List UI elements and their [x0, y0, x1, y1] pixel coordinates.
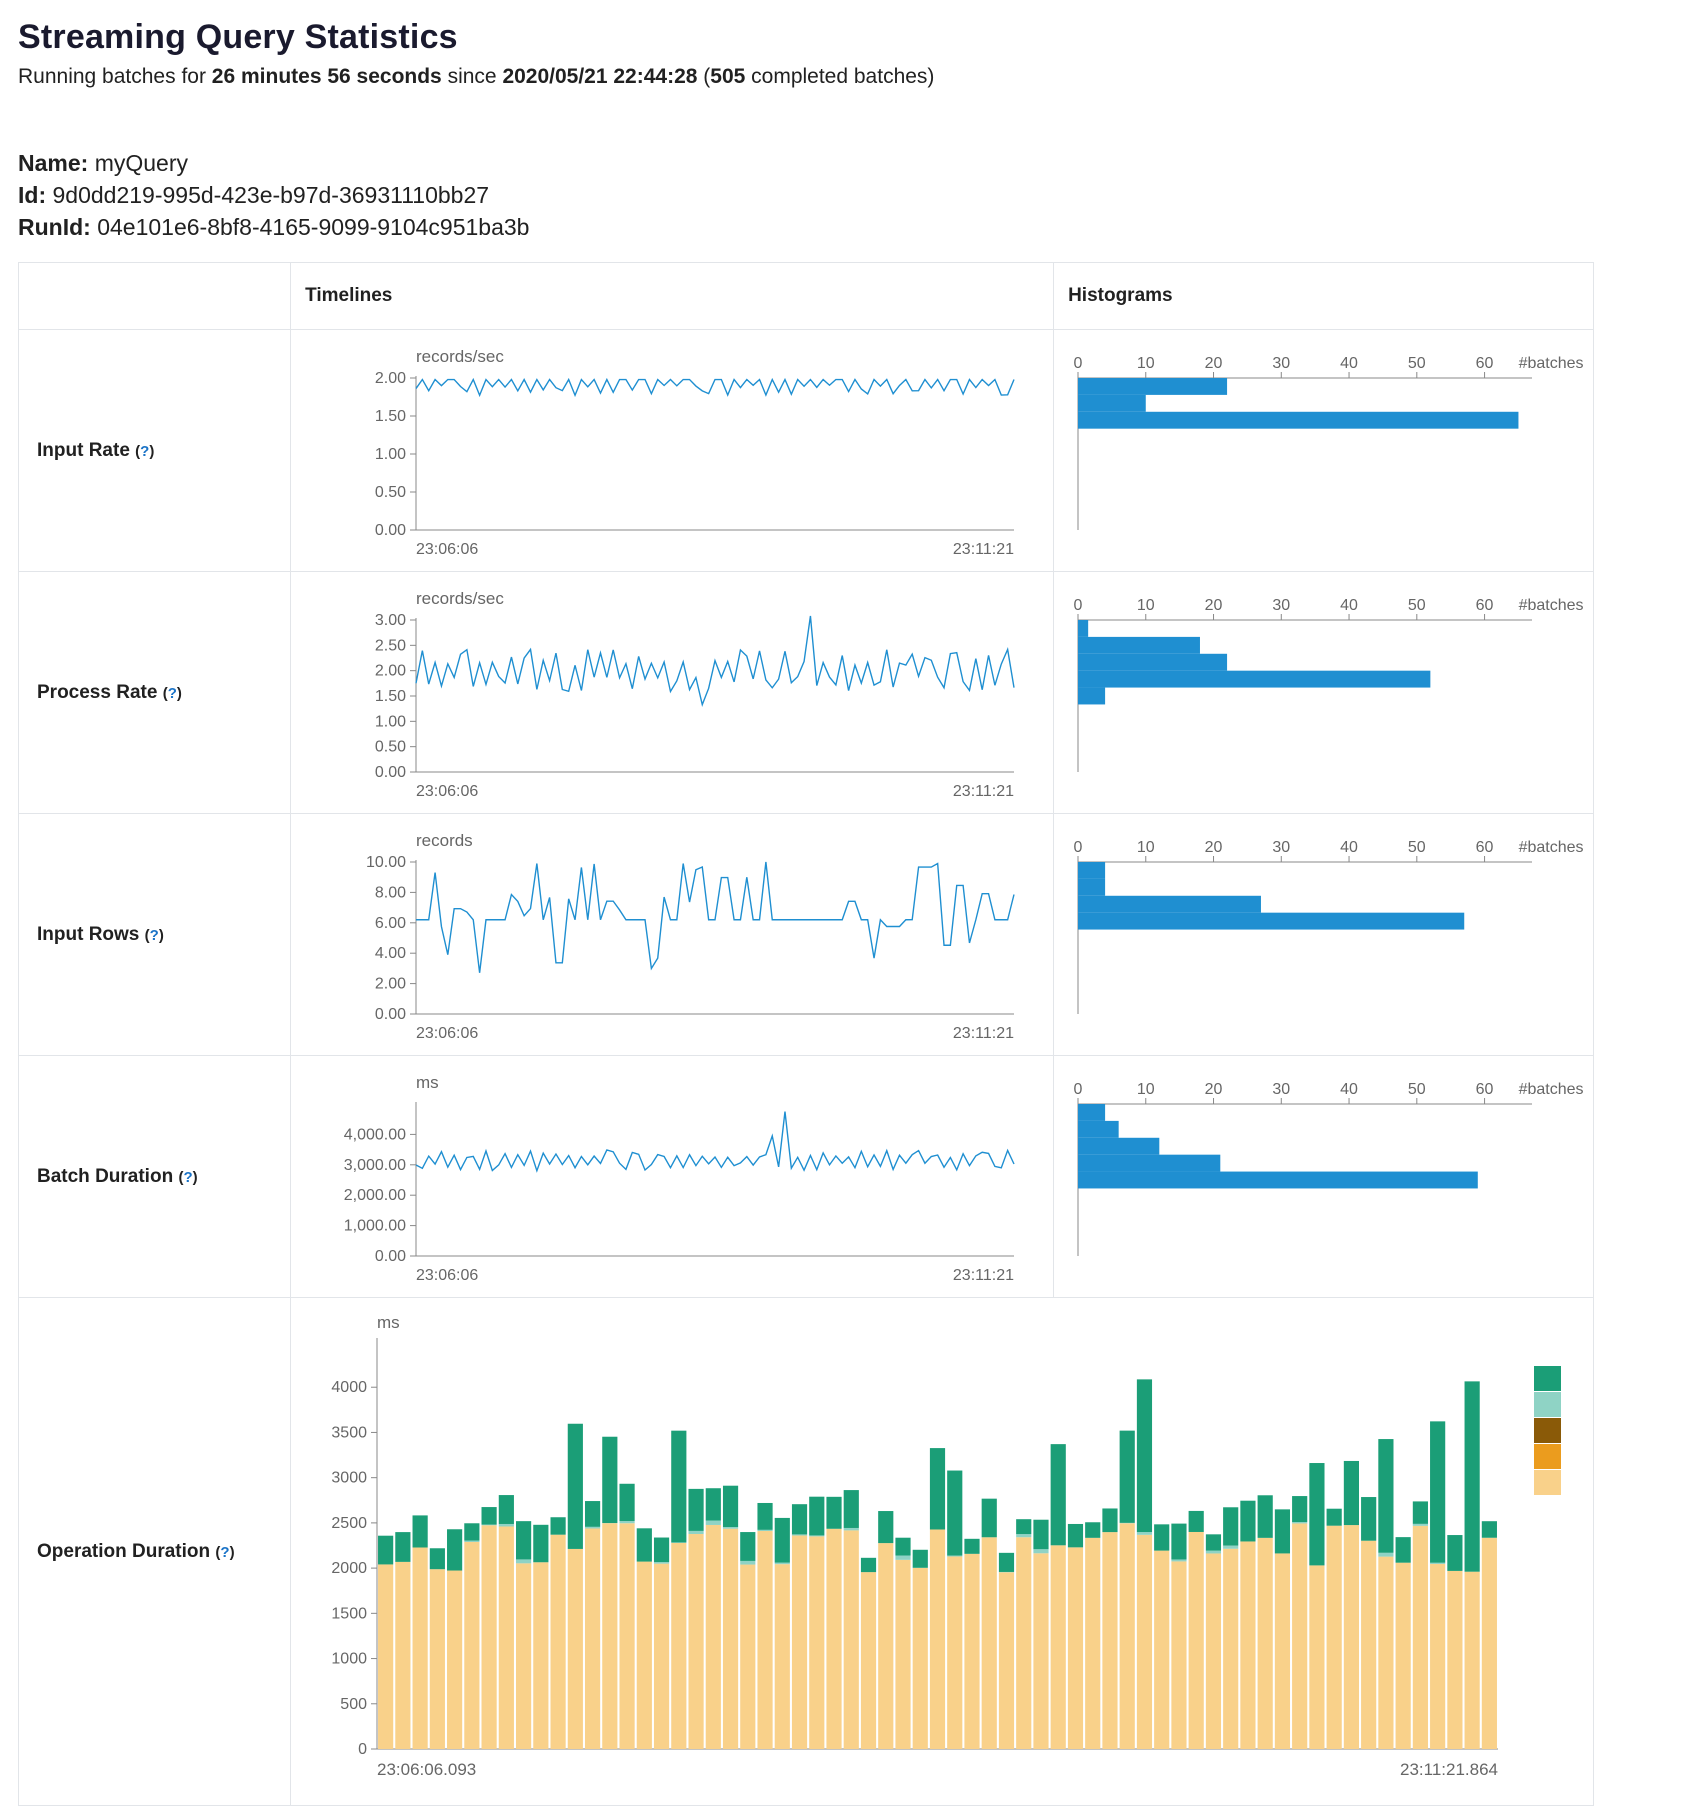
svg-text:30: 30 — [1272, 597, 1290, 614]
svg-text:0.00: 0.00 — [375, 1248, 406, 1265]
svg-text:0.00: 0.00 — [375, 764, 406, 781]
svg-text:3000: 3000 — [331, 1470, 367, 1487]
svg-text:60: 60 — [1476, 1081, 1494, 1098]
svg-text:0: 0 — [358, 1741, 367, 1758]
svg-text:records/sec: records/sec — [416, 589, 504, 608]
svg-text:4,000.00: 4,000.00 — [344, 1126, 406, 1143]
svg-text:23:11:21: 23:11:21 — [953, 541, 1014, 558]
svg-text:4.00: 4.00 — [375, 945, 406, 962]
svg-text:1.50: 1.50 — [375, 688, 406, 705]
svg-text:ms: ms — [416, 1073, 439, 1092]
svg-text:records: records — [416, 831, 473, 850]
svg-text:10: 10 — [1137, 839, 1155, 856]
svg-text:2000: 2000 — [331, 1560, 367, 1577]
svg-text:23:11:21: 23:11:21 — [953, 1025, 1014, 1042]
svg-text:2.00: 2.00 — [375, 370, 406, 387]
svg-text:20: 20 — [1205, 1081, 1223, 1098]
svg-text:10: 10 — [1137, 597, 1155, 614]
svg-text:#batches: #batches — [1519, 839, 1584, 856]
svg-text:#batches: #batches — [1519, 597, 1584, 614]
svg-text:2.00: 2.00 — [375, 976, 406, 993]
svg-text:10.00: 10.00 — [366, 854, 406, 871]
svg-text:40: 40 — [1340, 597, 1358, 614]
svg-text:ms: ms — [377, 1313, 400, 1332]
svg-text:3.00: 3.00 — [375, 612, 406, 629]
svg-text:30: 30 — [1272, 839, 1290, 856]
svg-text:1.00: 1.00 — [375, 713, 406, 730]
svg-text:#batches: #batches — [1519, 355, 1584, 372]
svg-text:50: 50 — [1408, 355, 1426, 372]
svg-text:40: 40 — [1340, 1081, 1358, 1098]
svg-text:23:06:06: 23:06:06 — [416, 1267, 478, 1284]
svg-text:60: 60 — [1476, 355, 1494, 372]
svg-text:20: 20 — [1205, 839, 1223, 856]
svg-text:3,000.00: 3,000.00 — [344, 1157, 406, 1174]
svg-text:60: 60 — [1476, 839, 1494, 856]
svg-text:20: 20 — [1205, 355, 1223, 372]
svg-text:2.00: 2.00 — [375, 663, 406, 680]
svg-text:0.00: 0.00 — [375, 1006, 406, 1023]
svg-text:60: 60 — [1476, 597, 1494, 614]
svg-text:20: 20 — [1205, 597, 1223, 614]
svg-text:0.50: 0.50 — [375, 739, 406, 756]
svg-text:#batches: #batches — [1519, 1081, 1584, 1098]
svg-text:23:11:21: 23:11:21 — [953, 1267, 1014, 1284]
svg-text:1000: 1000 — [331, 1651, 367, 1668]
svg-text:0.50: 0.50 — [375, 484, 406, 501]
svg-text:0: 0 — [1074, 839, 1083, 856]
svg-text:2,000.00: 2,000.00 — [344, 1187, 406, 1204]
svg-text:4000: 4000 — [331, 1379, 367, 1396]
svg-text:3500: 3500 — [331, 1424, 367, 1441]
svg-text:30: 30 — [1272, 1081, 1290, 1098]
svg-text:8.00: 8.00 — [375, 884, 406, 901]
svg-text:1,000.00: 1,000.00 — [344, 1218, 406, 1235]
svg-text:0.00: 0.00 — [375, 522, 406, 539]
svg-text:50: 50 — [1408, 1081, 1426, 1098]
svg-text:40: 40 — [1340, 355, 1358, 372]
svg-text:500: 500 — [340, 1696, 367, 1713]
svg-text:1.50: 1.50 — [375, 408, 406, 425]
svg-text:10: 10 — [1137, 1081, 1155, 1098]
svg-text:0: 0 — [1074, 355, 1083, 372]
svg-text:records/sec: records/sec — [416, 347, 504, 366]
svg-text:10: 10 — [1137, 355, 1155, 372]
svg-text:6.00: 6.00 — [375, 915, 406, 932]
svg-text:23:11:21.864: 23:11:21.864 — [1400, 1760, 1498, 1779]
svg-text:50: 50 — [1408, 597, 1426, 614]
svg-text:30: 30 — [1272, 355, 1290, 372]
svg-text:23:06:06: 23:06:06 — [416, 541, 478, 558]
svg-text:23:06:06: 23:06:06 — [416, 783, 478, 800]
svg-text:2500: 2500 — [331, 1515, 367, 1532]
svg-text:2.50: 2.50 — [375, 637, 406, 654]
svg-text:50: 50 — [1408, 839, 1426, 856]
svg-text:23:06:06.093: 23:06:06.093 — [377, 1760, 476, 1779]
svg-text:1500: 1500 — [331, 1605, 367, 1622]
svg-text:40: 40 — [1340, 839, 1358, 856]
svg-text:1.00: 1.00 — [375, 446, 406, 463]
svg-text:0: 0 — [1074, 597, 1083, 614]
svg-text:23:06:06: 23:06:06 — [416, 1025, 478, 1042]
svg-text:23:11:21: 23:11:21 — [953, 783, 1014, 800]
svg-text:0: 0 — [1074, 1081, 1083, 1098]
